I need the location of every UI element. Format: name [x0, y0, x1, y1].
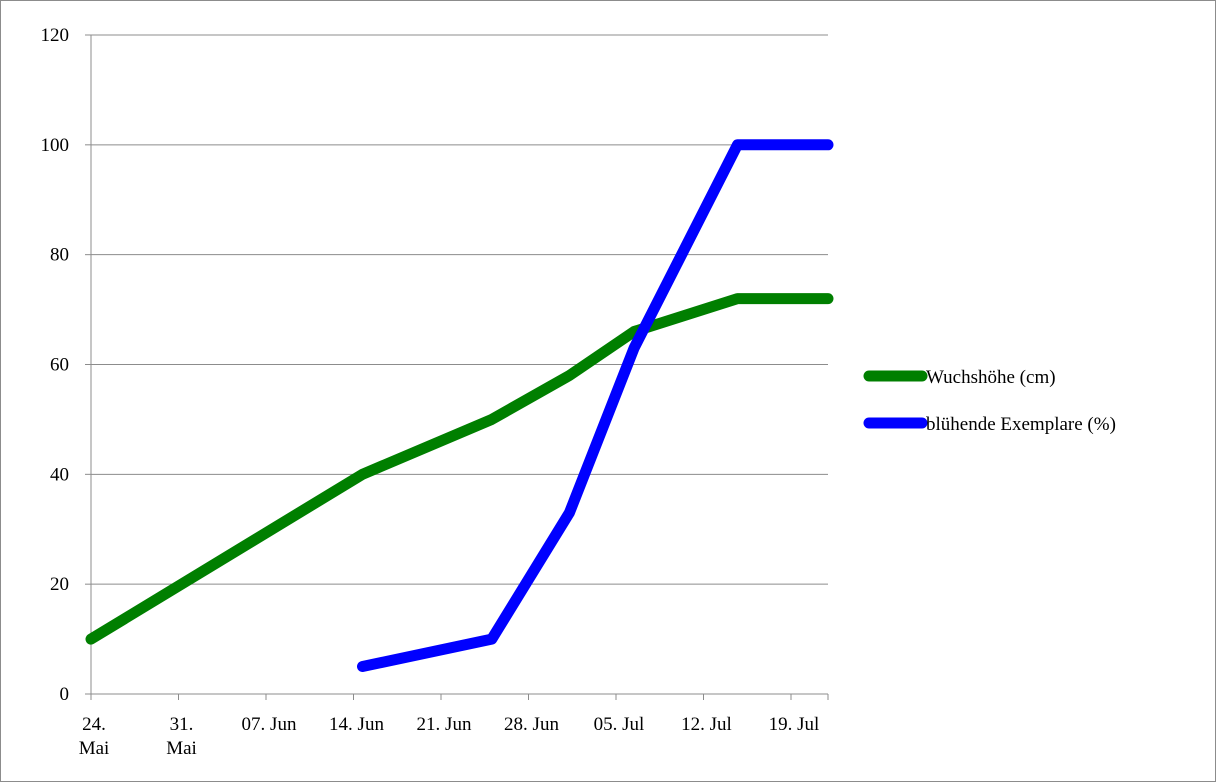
- y-axis-tick-labels: 0 20 40 60 80 100 120: [41, 25, 70, 705]
- legend-label: Wuchshöhe (cm): [926, 367, 1056, 388]
- x-tick-label: 24. Mai: [79, 714, 110, 759]
- x-axis-tick-labels: 24. Mai 31. Mai 07. Jun 14. Jun 21. Jun 28. Jun…: [79, 714, 820, 759]
- y-tick-label: 20: [50, 574, 69, 595]
- x-tick-label: 21. Jun: [417, 714, 472, 735]
- x-tick-label: 12. Jul: [681, 714, 732, 735]
- x-tick-label: 07. Jun: [242, 714, 297, 735]
- x-tick-label: 28. Jun: [504, 714, 559, 735]
- y-tick-label: 100: [41, 135, 70, 156]
- x-tick-label: 05. Jul: [594, 714, 645, 735]
- y-tick-label: 80: [50, 245, 69, 266]
- axes: [90, 35, 829, 700]
- y-tick-label: 0: [60, 684, 70, 705]
- y-tick-label: 120: [41, 25, 70, 46]
- x-tick-label: 31. Mai: [166, 714, 197, 759]
- y-tick-label: 60: [50, 355, 69, 376]
- legend: Wuchshöhe (cm) blühende Exemplare (%): [863, 367, 1116, 435]
- series-lines: [85, 139, 834, 672]
- series-line-bluehende-exemplare: [357, 139, 834, 672]
- series-line-wuchshoehe: [85, 293, 834, 645]
- legend-label: blühende Exemplare (%): [926, 414, 1116, 435]
- x-tick-label: 14. Jun: [329, 714, 384, 735]
- x-tick-label: 19. Jul: [769, 714, 820, 735]
- y-tick-label: 40: [50, 464, 69, 485]
- gridlines: [85, 34, 828, 695]
